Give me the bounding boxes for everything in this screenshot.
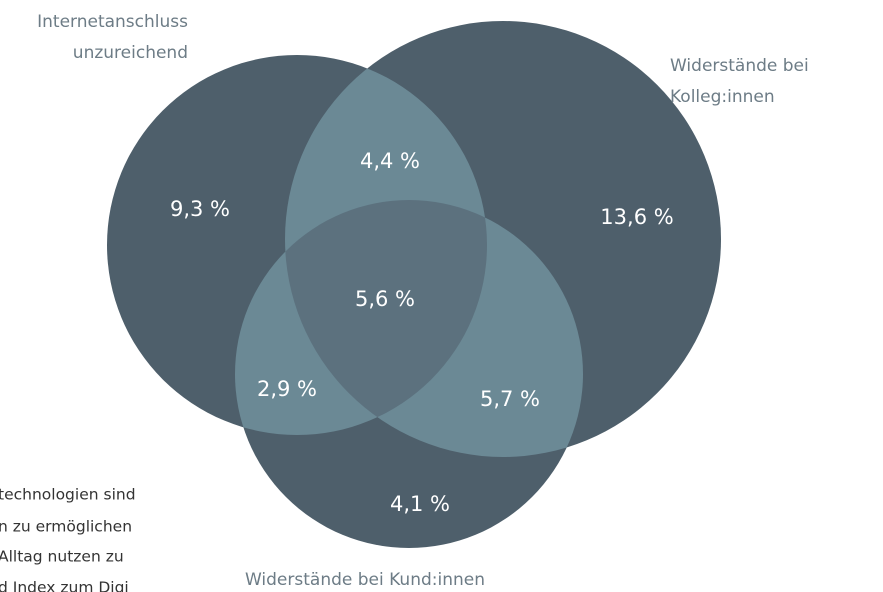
set-label: Widerstände bei Kund:innen (245, 570, 485, 590)
background-text: Alltag nutzen zu (0, 548, 124, 566)
background-text: technologien sind (0, 486, 136, 504)
set-label: unzureichend (73, 43, 188, 63)
region-label: 2,9 % (257, 377, 317, 401)
background-text: n zu ermöglichen (0, 518, 132, 536)
set-label: Internetanschluss (37, 12, 188, 32)
venn-region (285, 200, 487, 435)
background-text: d Index zum Digi (0, 579, 129, 592)
set-label: Kolleg:innen (670, 87, 775, 107)
region-label: 9,3 % (170, 197, 230, 221)
region-label: 4,1 % (390, 492, 450, 516)
region-label: 4,4 % (360, 149, 420, 173)
region-label: 5,7 % (480, 387, 540, 411)
region-label: 13,6 % (600, 205, 673, 229)
set-label: Widerstände bei (670, 56, 809, 76)
region-label: 5,6 % (355, 287, 415, 311)
